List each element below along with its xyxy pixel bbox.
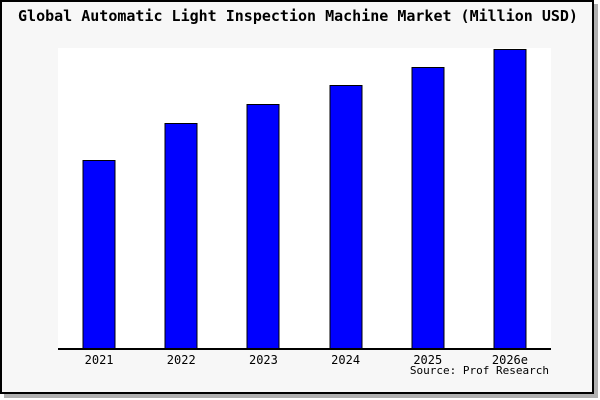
bar-2023 — [246, 104, 280, 348]
bar-slot-2024 — [305, 48, 387, 348]
plot-area — [58, 48, 551, 350]
x-tick-label-2025: 2025 — [413, 353, 443, 367]
bar-2025 — [411, 67, 445, 348]
bar-2021 — [82, 160, 116, 348]
x-tick-label-2022: 2022 — [166, 353, 196, 367]
x-axis-labels: 2021 2022 2023 2024 2025 2026e — [58, 353, 551, 367]
x-tick-label-2026e: 2026e — [491, 353, 528, 367]
bar-2024 — [329, 85, 363, 348]
x-tick-label-2023: 2023 — [248, 353, 278, 367]
bar-slot-2022 — [140, 48, 222, 348]
source-text: Source: Prof Research — [409, 364, 549, 377]
bar-2022 — [164, 123, 198, 348]
bar-2026e — [493, 49, 527, 348]
bar-slot-2021 — [58, 48, 140, 348]
bar-slot-2025 — [387, 48, 469, 348]
chart-title: Global Automatic Light Inspection Machin… — [18, 7, 578, 25]
x-tick-label-2024: 2024 — [331, 353, 361, 367]
bar-slot-2026e — [469, 48, 551, 348]
x-tick-label-2021: 2021 — [84, 353, 114, 367]
bars-container — [58, 48, 551, 348]
bar-slot-2023 — [222, 48, 304, 348]
